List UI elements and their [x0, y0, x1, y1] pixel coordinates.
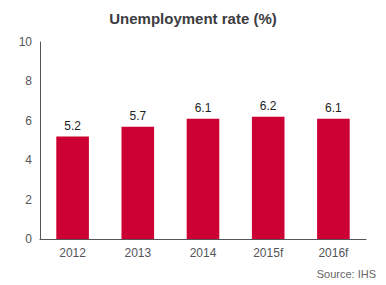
svg-text:4: 4 — [25, 153, 32, 167]
svg-text:2015f: 2015f — [253, 246, 284, 260]
svg-text:2014: 2014 — [190, 246, 217, 260]
svg-text:Unemployment rate (%): Unemployment rate (%) — [109, 10, 277, 27]
svg-text:2012: 2012 — [59, 246, 86, 260]
svg-text:2016f: 2016f — [318, 246, 349, 260]
svg-text:6.1: 6.1 — [195, 101, 212, 115]
svg-text:2: 2 — [25, 193, 32, 207]
svg-text:6.2: 6.2 — [260, 99, 277, 113]
svg-text:5.7: 5.7 — [129, 109, 146, 123]
svg-text:6.1: 6.1 — [325, 101, 342, 115]
svg-text:10: 10 — [19, 35, 33, 49]
svg-text:5.2: 5.2 — [64, 119, 81, 133]
svg-text:0: 0 — [25, 232, 32, 246]
svg-text:Source: IHS: Source: IHS — [317, 268, 376, 280]
svg-text:8: 8 — [25, 74, 32, 88]
svg-text:2013: 2013 — [124, 246, 151, 260]
svg-text:6: 6 — [25, 114, 32, 128]
